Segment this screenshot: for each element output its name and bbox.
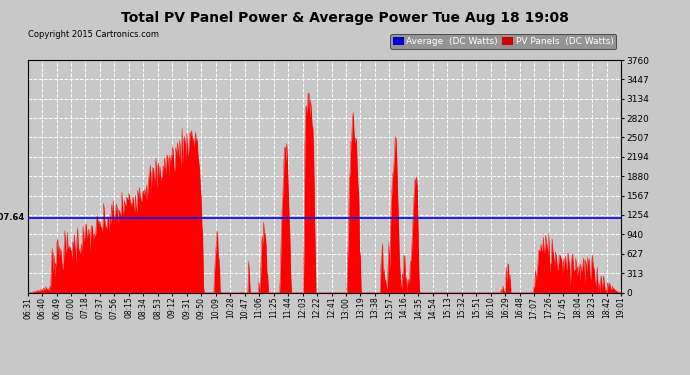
Legend: Average  (DC Watts), PV Panels  (DC Watts): Average (DC Watts), PV Panels (DC Watts) xyxy=(390,34,616,49)
Text: 1207.64: 1207.64 xyxy=(0,213,25,222)
Text: Copyright 2015 Cartronics.com: Copyright 2015 Cartronics.com xyxy=(28,30,159,39)
Text: Total PV Panel Power & Average Power Tue Aug 18 19:08: Total PV Panel Power & Average Power Tue… xyxy=(121,11,569,25)
